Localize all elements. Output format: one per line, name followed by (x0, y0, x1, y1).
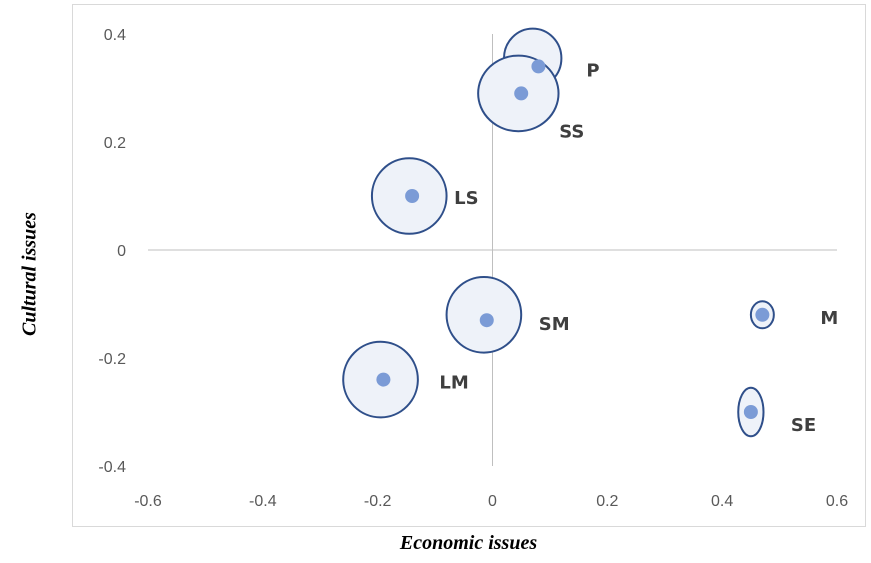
x-tick-label: 0 (488, 493, 497, 510)
x-tick-label: 0.4 (711, 493, 733, 510)
x-tick-label: -0.2 (364, 493, 392, 510)
y-tick-label: 0 (117, 243, 126, 260)
point-label-p: P (586, 60, 599, 81)
point-p (531, 59, 546, 74)
point-label-ss: SS (559, 121, 584, 142)
x-tick-label: -0.4 (249, 493, 277, 510)
y-tick-label: 0.2 (104, 135, 126, 152)
point-labels: P SS LS SM LM M SE (439, 60, 838, 436)
x-tick-label: 0.2 (596, 493, 618, 510)
chart-area (72, 4, 866, 527)
data-points (376, 59, 770, 419)
point-lm (376, 372, 391, 387)
point-label-sm: SM (539, 314, 570, 335)
point-ls (405, 189, 420, 203)
point-sm (479, 313, 494, 328)
tick-labels: -0.6 -0.4 -0.2 0 0.2 0.4 0.6 -0.4 -0.2 0 0.2 0.4 (98, 27, 848, 510)
x-tick-label: -0.6 (134, 493, 162, 510)
y-tick-label: 0.4 (104, 27, 126, 44)
y-axis-title: Cultural issues (18, 212, 41, 336)
point-ss (514, 86, 529, 101)
point-label-ls: LS (454, 188, 478, 209)
point-label-lm: LM (439, 373, 468, 394)
x-axis-title: Economic issues (399, 532, 538, 554)
uncertainty-ellipses (342, 27, 775, 438)
y-tick-label: -0.2 (98, 351, 126, 368)
point-label-se: SE (791, 415, 816, 436)
x-tick-label: 0.6 (826, 493, 848, 510)
point-se (743, 405, 758, 419)
y-tick-label: -0.4 (98, 459, 126, 476)
point-label-m: M (820, 308, 838, 329)
point-m (755, 307, 770, 322)
